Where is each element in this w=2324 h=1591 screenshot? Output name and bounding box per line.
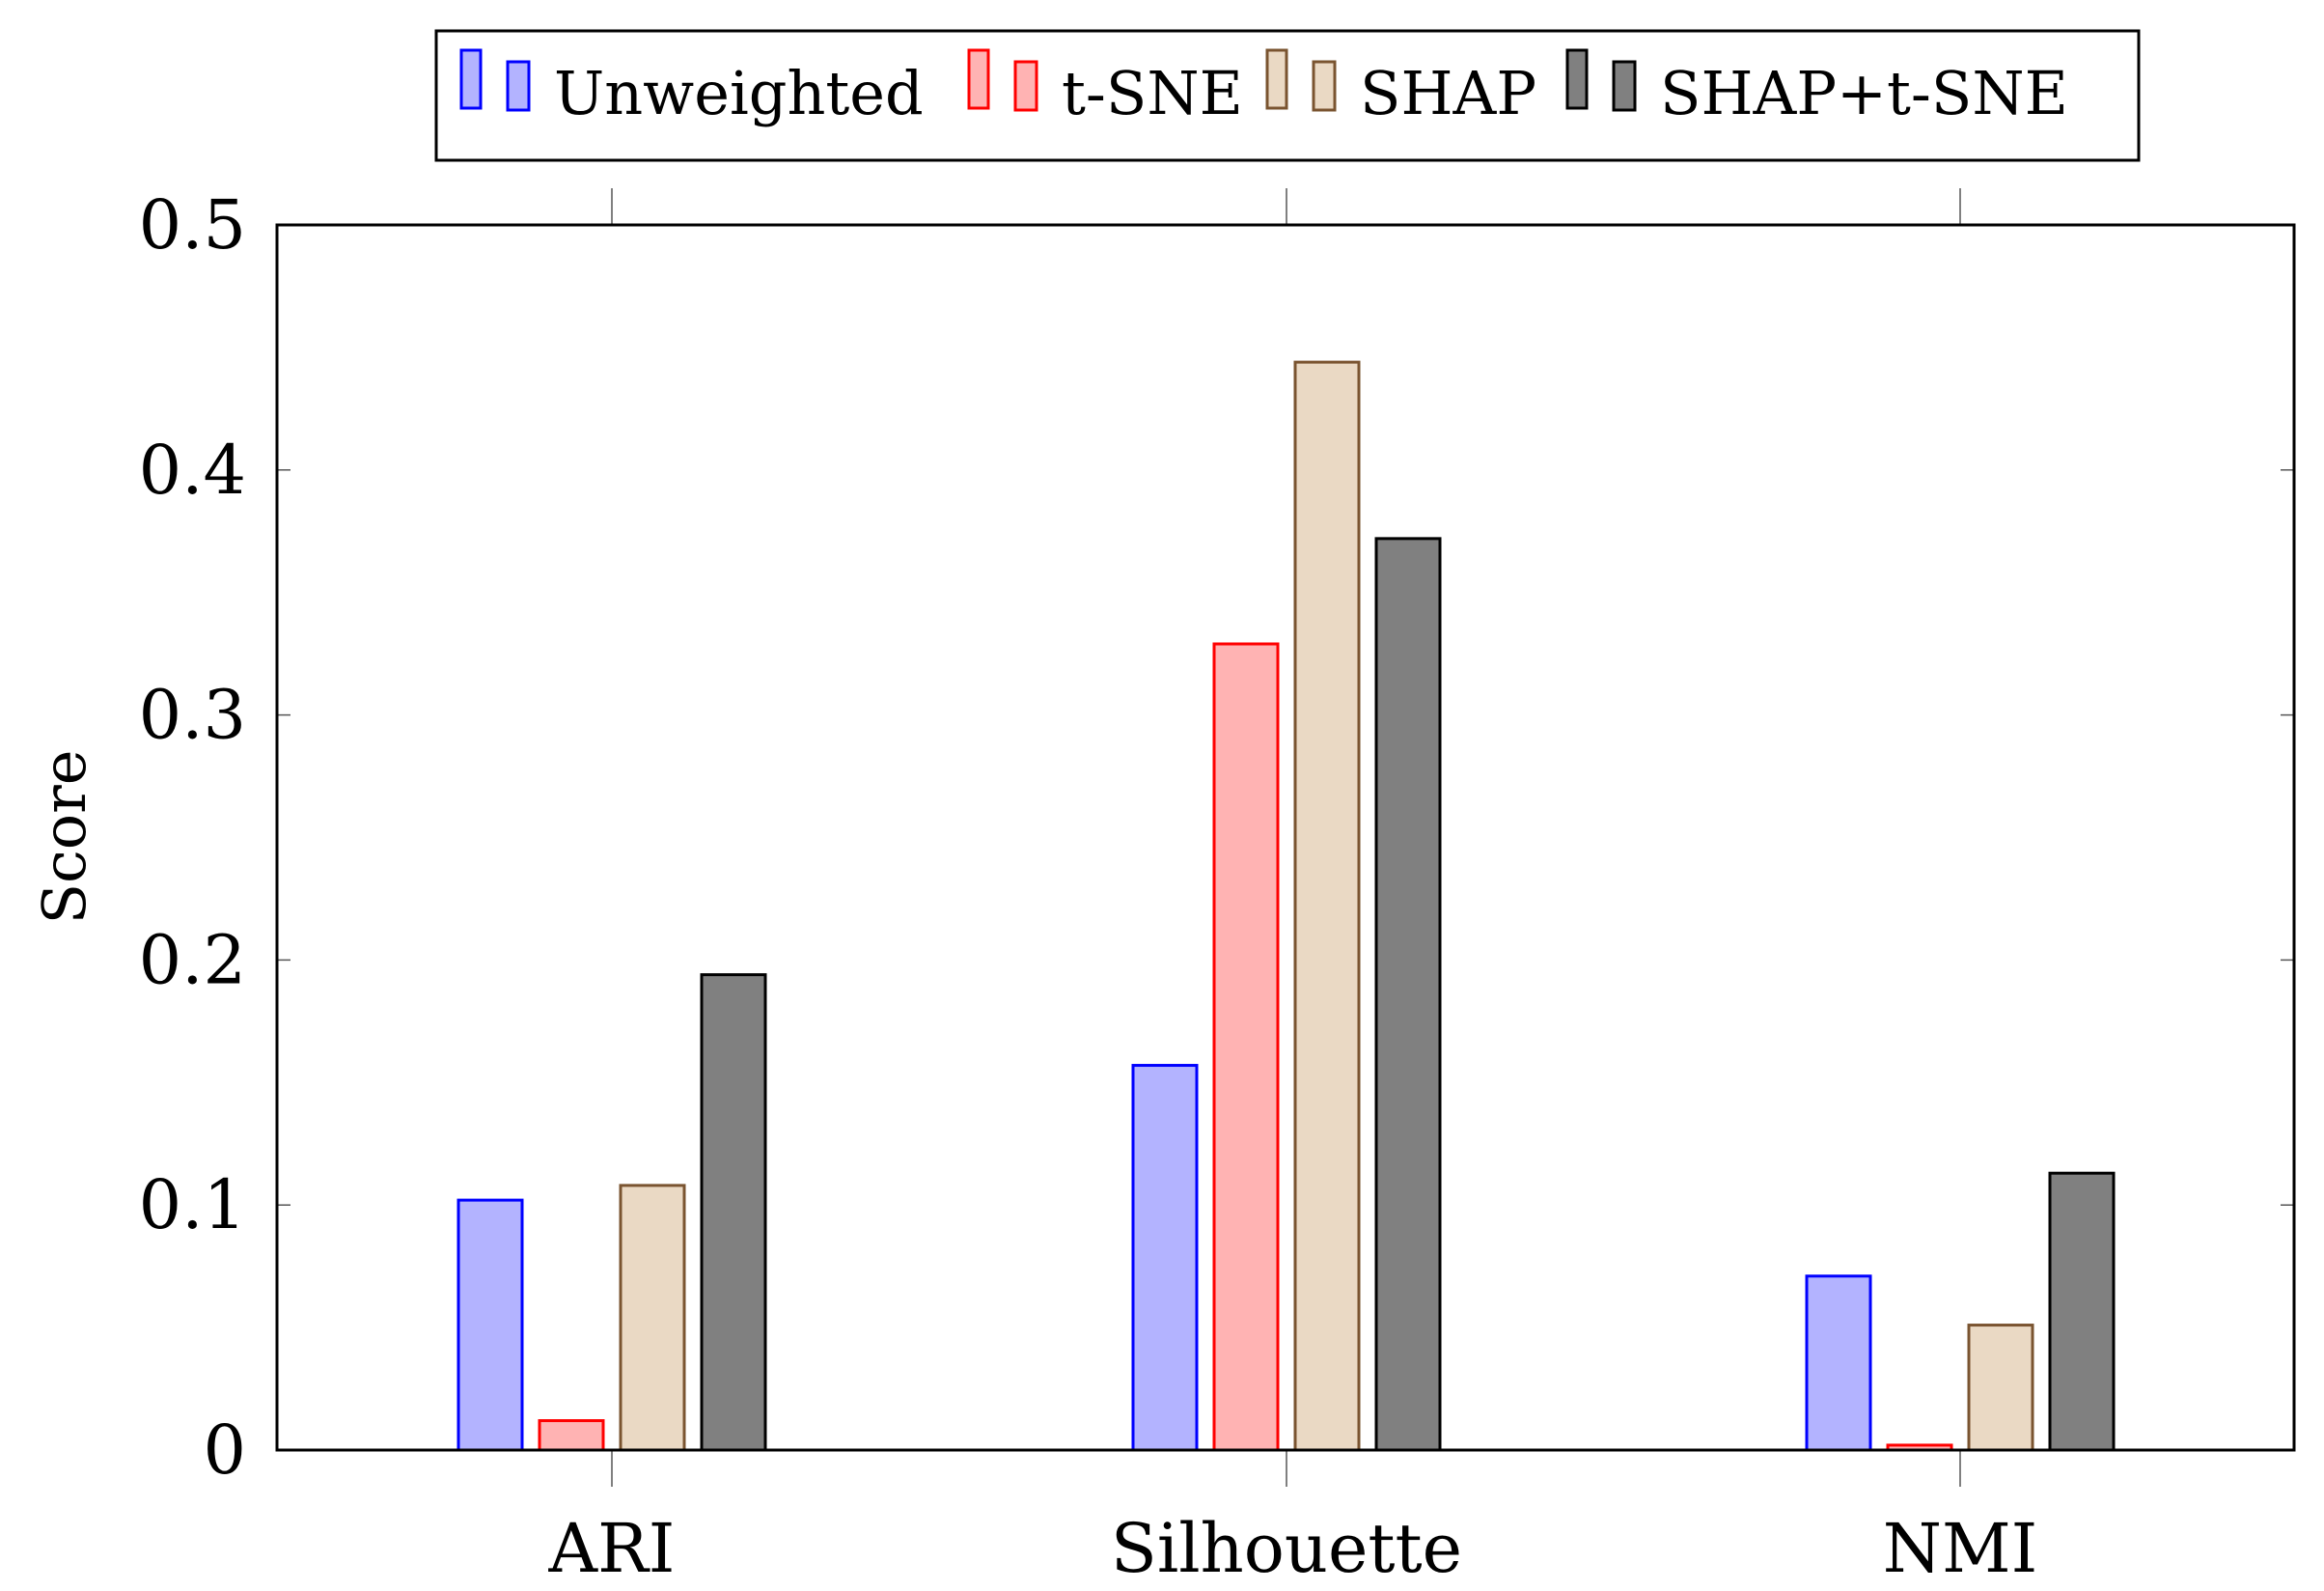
y-tick-label: 0 — [203, 1410, 246, 1490]
legend-label: SHAP+t-SNE — [1660, 58, 2068, 128]
bar-shap-t-sne-ari — [700, 973, 767, 1452]
plot-frame — [275, 223, 2296, 1452]
legend-swatch — [506, 60, 531, 112]
bar-shap-nmi — [1967, 1324, 2034, 1452]
axis-ticks — [277, 188, 2294, 1487]
y-tick-label: 0.5 — [139, 185, 246, 265]
y-tick-label: 0.3 — [139, 676, 246, 755]
legend-swatch — [967, 48, 990, 110]
y-tick-label: 0.4 — [139, 431, 246, 510]
legend-swatch — [459, 48, 483, 110]
bars — [456, 360, 2116, 1452]
legend-label: SHAP — [1360, 58, 1536, 128]
legend-label: Unweighted — [554, 58, 924, 128]
legend-label: t-SNE — [1062, 58, 1243, 128]
x-tick-label: ARI — [548, 1509, 676, 1588]
y-tick-label: 0.1 — [139, 1165, 246, 1244]
legend: Unweighted t-SNE SHAP SHAP+t-SNE — [434, 29, 2141, 162]
legend-swatch — [1265, 48, 1288, 110]
bar-t-sne-ari — [538, 1419, 605, 1452]
bar-unweighted-silhouette — [1131, 1064, 1199, 1452]
y-tick-label: 0.2 — [139, 920, 246, 999]
y-tick-labels: 0 0.1 0.2 0.3 0.4 0.5 — [139, 185, 246, 1490]
bar-unweighted-nmi — [1805, 1274, 1872, 1452]
x-tick-label: Silhouette — [1111, 1509, 1462, 1588]
x-tick-labels: ARI Silhouette NMI — [548, 1509, 2038, 1588]
bar-unweighted-ari — [456, 1198, 524, 1452]
legend-swatch — [1612, 60, 1637, 112]
legend-swatch — [1312, 60, 1337, 112]
x-tick-label: NMI — [1883, 1509, 2038, 1588]
y-axis-label: Score — [29, 750, 99, 925]
legend-swatch — [1013, 60, 1038, 112]
bar-shap-silhouette — [1293, 360, 1361, 1452]
bar-shap-t-sne-silhouette — [1374, 537, 1442, 1452]
bar-shap-t-sne-nmi — [2048, 1171, 2116, 1452]
bar-shap-ari — [619, 1184, 686, 1452]
legend-swatch — [1565, 48, 1589, 110]
bar-t-sne-silhouette — [1212, 642, 1280, 1452]
